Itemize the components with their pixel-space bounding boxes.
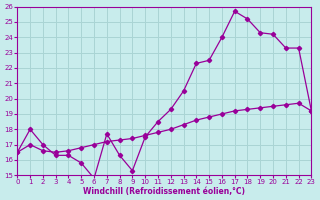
X-axis label: Windchill (Refroidissement éolien,°C): Windchill (Refroidissement éolien,°C) — [84, 187, 245, 196]
